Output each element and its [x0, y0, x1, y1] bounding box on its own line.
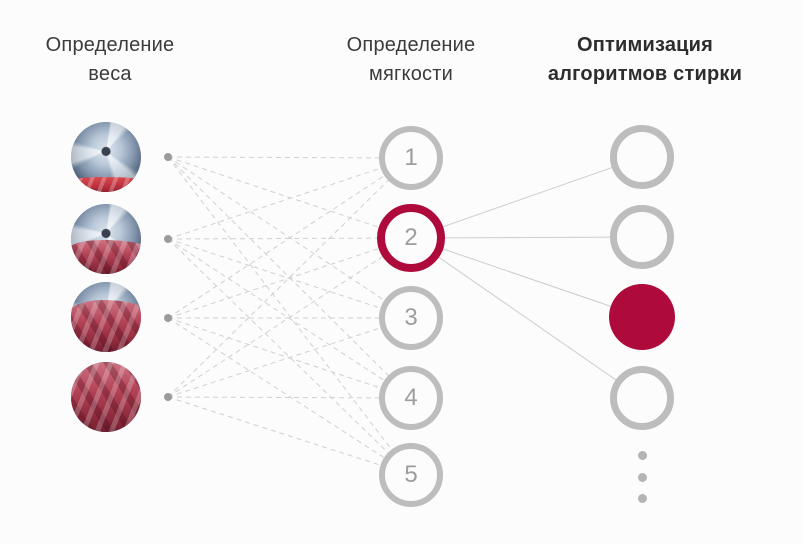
softness-node-label: 3 [404, 304, 418, 331]
algorithm-node-1 [610, 125, 674, 189]
solid-connections [410, 156, 643, 399]
column-title-weight: Определение веса [10, 31, 210, 89]
fabric-overlay [71, 362, 141, 432]
column-title-softness: Определение мягкости [311, 31, 511, 89]
ellipsis-dot [638, 494, 647, 503]
softness-node-label: 5 [404, 461, 418, 488]
laundry-photo-load-1 [71, 122, 141, 192]
title-line: мягкости [369, 63, 453, 85]
connector-dot [164, 235, 172, 243]
softness-node-5: 5 [379, 443, 443, 507]
title-line: Определение [45, 34, 175, 56]
title-line: Оптимизация [576, 34, 714, 56]
dashed-connections [167, 156, 412, 476]
ellipsis-dot [638, 473, 647, 482]
connector-dot [164, 314, 172, 322]
algorithm-node-2 [610, 205, 674, 269]
connector-dots [164, 153, 172, 401]
laundry-photo-load-4 [71, 362, 141, 432]
softness-node-label: 4 [404, 384, 418, 411]
softness-node-3: 3 [379, 286, 443, 350]
fabric-overlay [71, 240, 141, 274]
fabric-overlay [71, 176, 141, 192]
laundry-photo-load-3 [71, 282, 141, 352]
column-title-optimization: Оптимизация алгоритмов стирки [528, 31, 762, 89]
title-line: алгоритмов стирки [547, 63, 743, 85]
softness-node-2-selected: 2 [377, 204, 445, 272]
fabric-overlay [71, 300, 141, 352]
connector-dot [164, 393, 172, 401]
softness-node-4: 4 [379, 366, 443, 430]
ellipsis-dot [638, 451, 647, 460]
softness-node-1: 1 [379, 126, 443, 190]
title-line: Определение [346, 34, 476, 56]
softness-node-label: 1 [404, 144, 418, 171]
algorithm-node-3-active [609, 284, 675, 350]
softness-node-label: 2 [404, 224, 418, 251]
connector-dot [164, 153, 172, 161]
laundry-photo-load-2 [71, 204, 141, 274]
algorithm-node-4 [610, 366, 674, 430]
title-line: веса [88, 63, 132, 85]
